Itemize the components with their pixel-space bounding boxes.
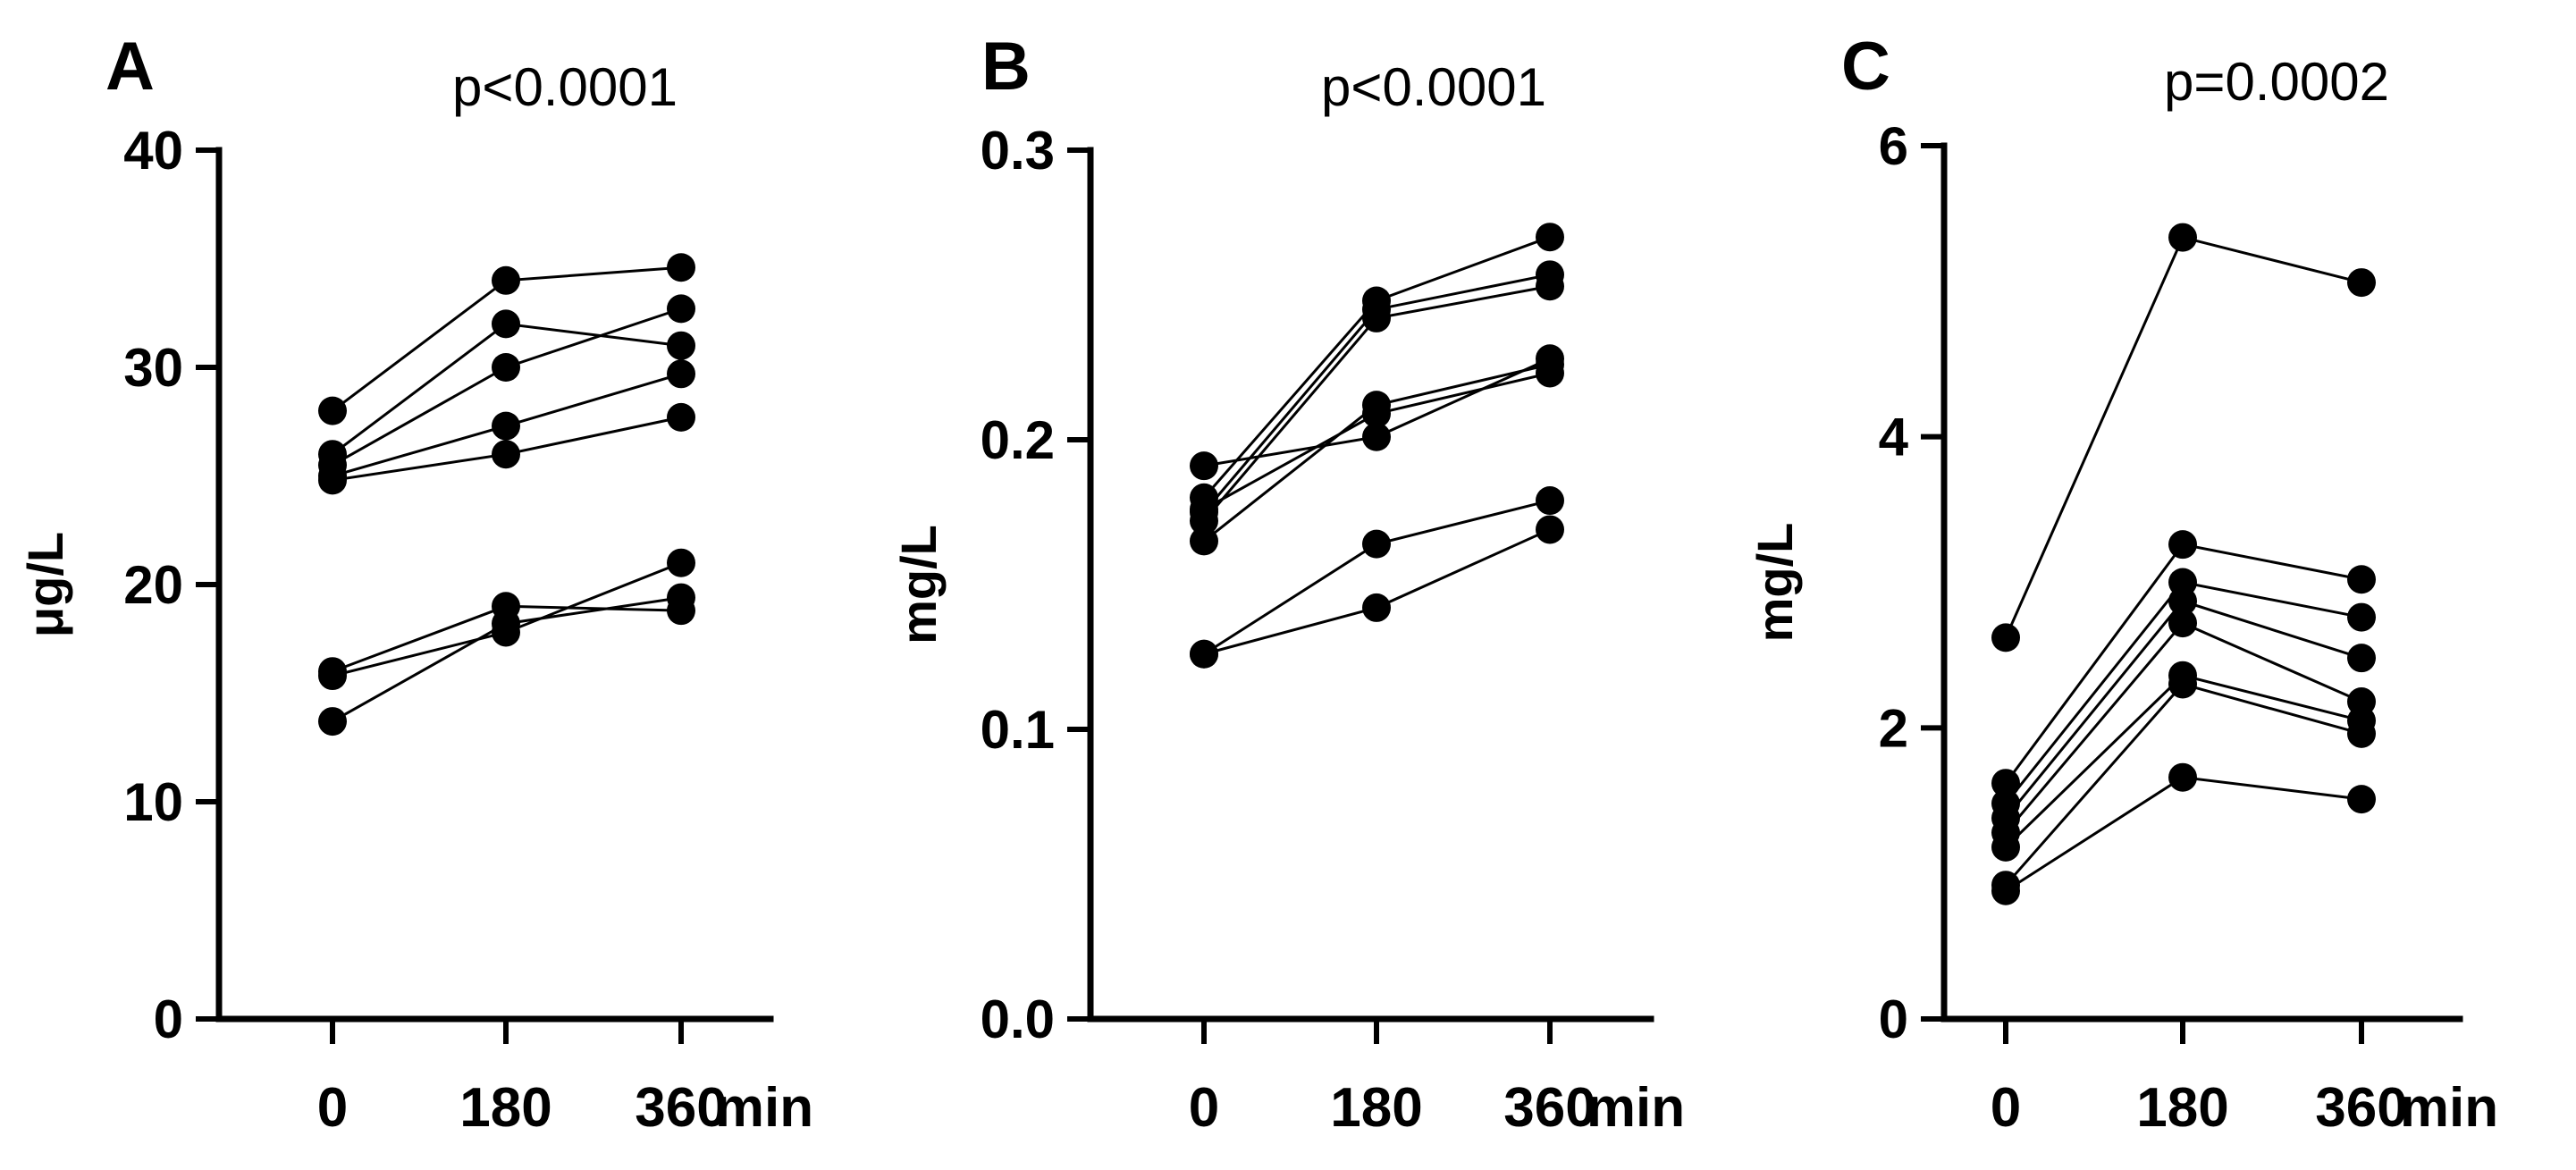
y-tick-label: 0 — [154, 989, 183, 1049]
data-point — [492, 309, 520, 339]
y-tick-label: 4 — [1879, 408, 1909, 467]
series-line — [2004, 674, 2362, 848]
data-point — [492, 411, 520, 441]
data-point — [2347, 719, 2376, 748]
panel-label: B — [981, 29, 1031, 105]
data-point — [2168, 609, 2197, 638]
panel-label: A — [105, 29, 155, 105]
y-tick-label: 10 — [123, 772, 183, 832]
data-point — [2168, 669, 2197, 699]
x-tick-label: 360 — [1503, 1077, 1595, 1139]
p-value: p<0.0001 — [452, 57, 678, 117]
data-point — [2168, 762, 2197, 792]
data-point — [667, 548, 695, 577]
data-point — [667, 402, 695, 432]
data-point — [1362, 399, 1391, 428]
y-tick-label: 0.0 — [981, 989, 1055, 1049]
panel-label: C — [1841, 29, 1890, 105]
series-subject-1 — [1991, 223, 2376, 652]
y-axis-label: mg/L — [890, 525, 947, 644]
data-point — [1362, 593, 1391, 622]
data-point — [2347, 268, 2376, 298]
series-subject-7 — [1190, 486, 1564, 669]
series-subject-8 — [1190, 515, 1564, 669]
y-tick-label: 0.2 — [981, 410, 1055, 470]
data-point — [667, 294, 695, 324]
data-point — [2347, 565, 2376, 594]
data-point — [2347, 785, 2376, 814]
series-subject-5 — [1190, 349, 1564, 556]
series-subject-5 — [318, 402, 695, 495]
x-tick-label: 0 — [1991, 1077, 2021, 1139]
data-point — [2168, 223, 2197, 252]
data-point — [492, 353, 520, 382]
x-tick-label: 180 — [459, 1077, 551, 1139]
p-value: p=0.0002 — [2164, 52, 2389, 112]
data-point — [1991, 623, 2020, 652]
data-point — [667, 253, 695, 282]
x-tick-label: 180 — [1330, 1077, 1422, 1139]
data-point — [1991, 876, 2020, 905]
data-point — [1991, 769, 2020, 798]
series-subject-8 — [1991, 762, 2376, 905]
data-point — [1362, 529, 1391, 559]
data-point — [1362, 303, 1391, 332]
data-point — [667, 583, 695, 612]
series-subject-1 — [318, 253, 695, 425]
data-point — [318, 396, 347, 425]
data-point — [1536, 223, 1564, 252]
x-tick-label: 360 — [635, 1077, 727, 1139]
y-axis-label: mg/L — [1747, 523, 1803, 643]
y-tick-label: 2 — [1879, 698, 1908, 758]
y-tick-label: 40 — [123, 121, 183, 181]
data-point — [318, 707, 347, 737]
series-subject-8 — [318, 583, 695, 737]
data-point — [2168, 586, 2197, 616]
data-point — [2347, 602, 2376, 632]
series-line — [1203, 499, 1551, 656]
data-point — [1190, 451, 1218, 481]
y-tick-label: 30 — [123, 338, 183, 398]
data-point — [667, 331, 695, 360]
data-point — [2168, 530, 2197, 560]
series-subject-6 — [1190, 358, 1564, 524]
series-subject-2 — [1190, 223, 1564, 512]
x-tick-label: 180 — [2136, 1077, 2228, 1139]
data-point — [318, 466, 347, 495]
y-tick-label: 0 — [1879, 989, 1908, 1049]
data-point — [1190, 526, 1218, 556]
data-point — [1190, 639, 1218, 669]
x-axis-unit: min — [715, 1077, 813, 1139]
data-point — [1991, 832, 2020, 862]
data-point — [492, 440, 520, 469]
series-line — [2004, 621, 2362, 834]
x-tick-label: 0 — [1189, 1077, 1219, 1139]
y-tick-label: 6 — [1879, 116, 1908, 176]
data-point — [1536, 358, 1564, 388]
y-tick-label: 20 — [123, 555, 183, 615]
data-point — [318, 661, 347, 691]
series-subject-2 — [1991, 530, 2376, 798]
x-axis-unit: min — [1587, 1077, 1685, 1139]
data-point — [492, 265, 520, 295]
x-axis-unit: min — [2400, 1077, 2498, 1139]
x-tick-label: 360 — [2315, 1077, 2407, 1139]
data-point — [1536, 515, 1564, 544]
data-point — [1362, 422, 1391, 451]
p-value: p<0.0001 — [1321, 57, 1546, 117]
data-point — [2347, 644, 2376, 673]
data-point — [1190, 494, 1218, 524]
y-tick-label: 0.3 — [981, 121, 1055, 181]
data-point — [1536, 272, 1564, 301]
data-point — [667, 359, 695, 389]
data-point — [1536, 486, 1564, 516]
data-point — [492, 609, 520, 638]
y-axis-label: μg/L — [17, 532, 73, 637]
y-tick-label: 0.1 — [981, 700, 1055, 760]
x-tick-label: 0 — [317, 1077, 348, 1139]
